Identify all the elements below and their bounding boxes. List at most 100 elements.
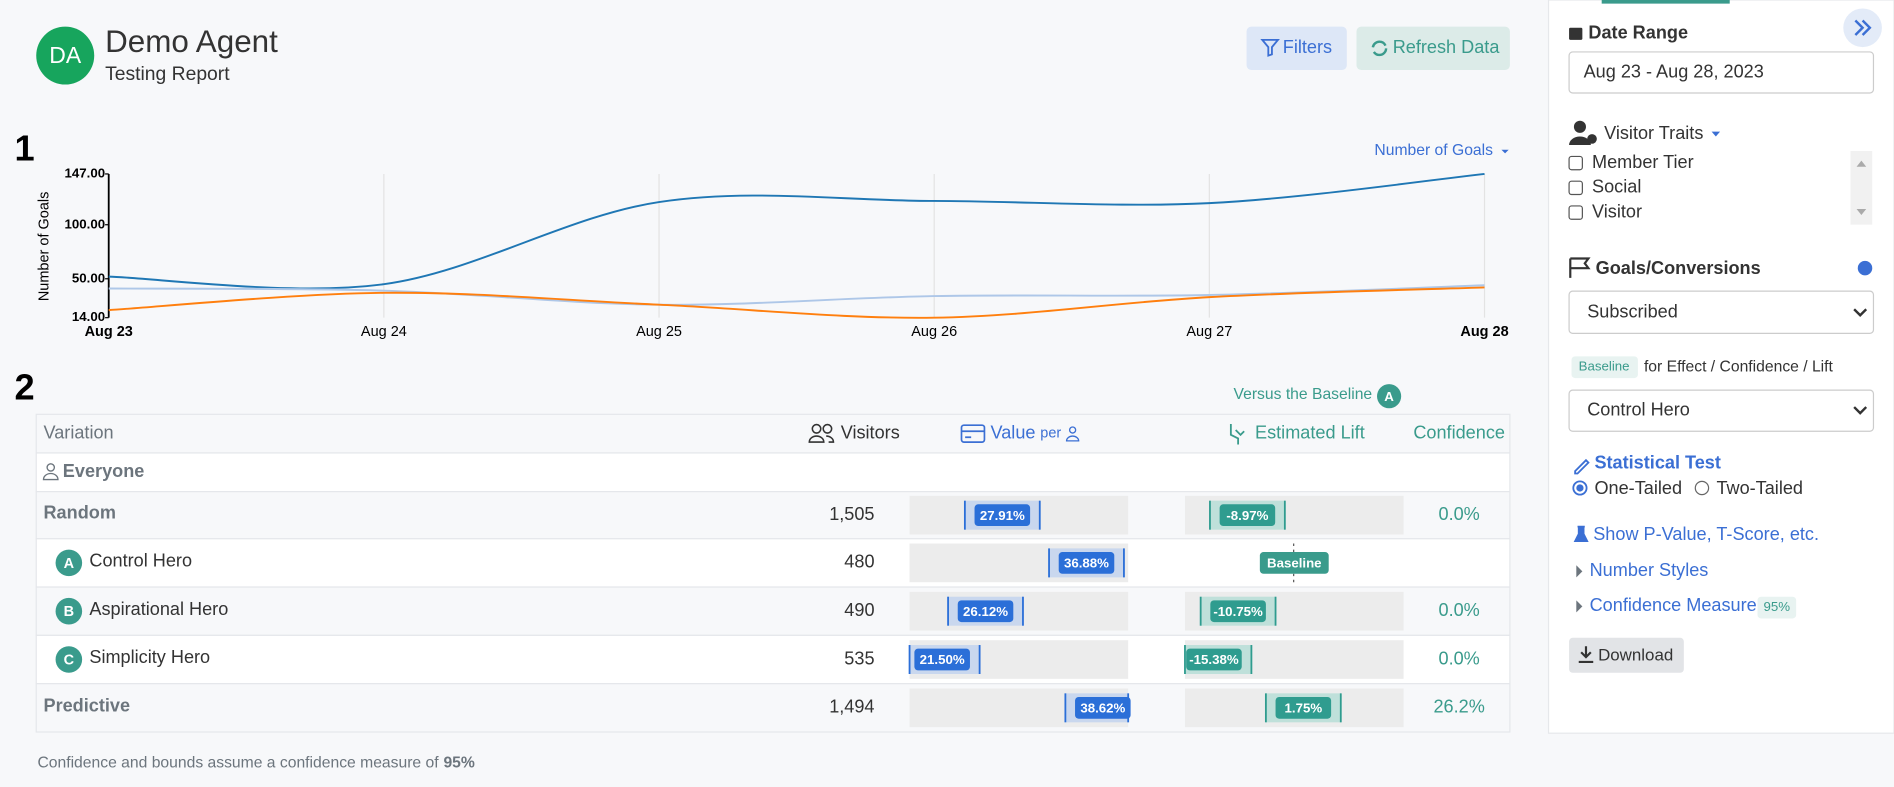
avatar — [36, 26, 95, 85]
chevron — [1853, 406, 1868, 415]
tag-text: Baseline — [1579, 359, 1630, 374]
group-label: Everyone — [63, 461, 145, 481]
caret — [1711, 131, 1721, 137]
confidence: 0.0% — [1439, 648, 1480, 668]
lift-label: 1.75% — [1285, 701, 1323, 716]
lift-badge — [1219, 504, 1276, 527]
value-label: 38.62% — [1080, 701, 1125, 716]
pencil-icon — [1574, 458, 1590, 475]
y-tick-label: 50.00 — [72, 270, 105, 285]
baseline-label: Baseline — [1267, 556, 1322, 571]
goals-select[interactable] — [1568, 290, 1875, 334]
x-tick-label: Aug 25 — [636, 324, 682, 340]
filters-button[interactable] — [1246, 26, 1347, 71]
baseline-select[interactable] — [1568, 389, 1875, 432]
table-body: Random 1,505 27.91% -8.97% 0.0% A Control Hero… — [35, 491, 1511, 733]
goals-value: Subscribed — [1587, 302, 1678, 322]
x-tick-label: Aug 28 — [1460, 324, 1508, 340]
confidence: 26.2% — [1433, 697, 1484, 717]
lift-icon — [1229, 423, 1245, 445]
filters-label: Filters — [1283, 37, 1332, 57]
label: Goals/Conversions — [1596, 258, 1761, 278]
baseline-note: Versus the Baseline — [1234, 386, 1373, 403]
tab — [1601, 0, 1730, 4]
checkbox[interactable] — [1568, 180, 1583, 196]
group-row — [35, 452, 1511, 493]
badge — [55, 549, 83, 577]
column-label: per — [1040, 425, 1061, 441]
series-line — [108, 286, 1485, 319]
lift-badge — [1186, 648, 1242, 671]
table-header — [35, 413, 1511, 454]
checkbox-label: Visitor — [1592, 201, 1642, 221]
series-line — [108, 172, 1485, 290]
footer-measure: 95% — [443, 755, 474, 772]
link[interactable]: Show P-Value, T-Score, etc. — [1593, 524, 1819, 544]
radio[interactable] — [1694, 480, 1710, 496]
footer-text: Confidence and bounds assume a confidenc… — [37, 755, 439, 772]
subtitle: Testing Report — [105, 64, 230, 85]
lift-badge — [1210, 600, 1266, 623]
flask-icon — [1573, 525, 1589, 543]
date-input[interactable] — [1568, 51, 1875, 94]
refresh-icon — [1371, 40, 1388, 57]
collapse-icon — [1854, 19, 1872, 36]
badge-text: C — [64, 653, 75, 669]
download-icon — [1578, 646, 1594, 664]
confidence: 0.0% — [1439, 504, 1480, 524]
badge-text: B — [64, 604, 74, 620]
link[interactable]: Confidence Measure — [1590, 595, 1757, 615]
radio-dot — [1576, 484, 1584, 492]
y-axis-title: Number of Goals — [37, 192, 53, 301]
column-header: Estimated Lift — [1255, 422, 1365, 442]
radio-label: One-Tailed — [1594, 478, 1682, 498]
baseline-tag — [1571, 356, 1638, 379]
flag-icon — [1569, 257, 1591, 278]
value-icon — [960, 424, 986, 443]
checkbox[interactable] — [1568, 155, 1583, 171]
badge — [55, 646, 83, 673]
y-tick-label: 147.00 — [65, 165, 106, 180]
chart: Aug 23 Aug 24 Aug 25 Aug 26 Aug 27 Aug 28 14.0… — [65, 165, 1509, 340]
value-label: 27.91% — [980, 508, 1025, 523]
refresh-button[interactable] — [1356, 26, 1510, 71]
scroll-arrows — [1856, 160, 1867, 216]
badge — [55, 597, 83, 625]
baseline-value: Control Hero — [1587, 399, 1690, 419]
chevron — [1853, 308, 1868, 317]
label: Visitor Traits — [1604, 123, 1703, 143]
lift-label: -15.38% — [1189, 652, 1239, 667]
variation-name: Random — [43, 503, 115, 523]
label: Statistical Test — [1594, 453, 1720, 473]
variation-name: Predictive — [43, 695, 130, 715]
value-badge — [974, 504, 1031, 527]
metric-selector[interactable]: Number of Goals — [1374, 142, 1493, 159]
column-label: Value — [990, 422, 1035, 442]
checkbox-label: Member Tier — [1592, 152, 1694, 172]
y-tick-label: 14.00 — [72, 309, 105, 324]
x-tick-label: Aug 23 — [85, 324, 133, 340]
value-badge — [1058, 552, 1115, 574]
lift-label: -8.97% — [1226, 508, 1268, 523]
value-badge — [957, 600, 1014, 623]
value-label: 36.88% — [1064, 556, 1109, 571]
date-value: Aug 23 - Aug 28, 2023 — [1584, 61, 1764, 81]
traits-list: Member Tier Social Visitor — [1568, 152, 1694, 221]
series-line — [108, 284, 1485, 306]
x-tick-label: Aug 27 — [1186, 324, 1232, 340]
x-tick-label: Aug 26 — [911, 324, 957, 340]
checkbox[interactable] — [1568, 205, 1583, 220]
filter-icon — [1260, 38, 1280, 57]
radio-label: Two-Tailed — [1716, 478, 1803, 498]
visitors: 1,505 — [829, 504, 874, 524]
download-button[interactable] — [1569, 637, 1684, 673]
badge-text: A — [1384, 389, 1394, 404]
person-icon — [42, 463, 59, 481]
value-label: 21.50% — [920, 652, 965, 667]
baseline-badge — [1259, 552, 1329, 574]
avatar-text: DA — [49, 42, 82, 68]
link[interactable]: Number Styles — [1590, 560, 1709, 580]
refresh-label: Refresh Data — [1393, 37, 1501, 57]
value-badge — [914, 648, 970, 671]
